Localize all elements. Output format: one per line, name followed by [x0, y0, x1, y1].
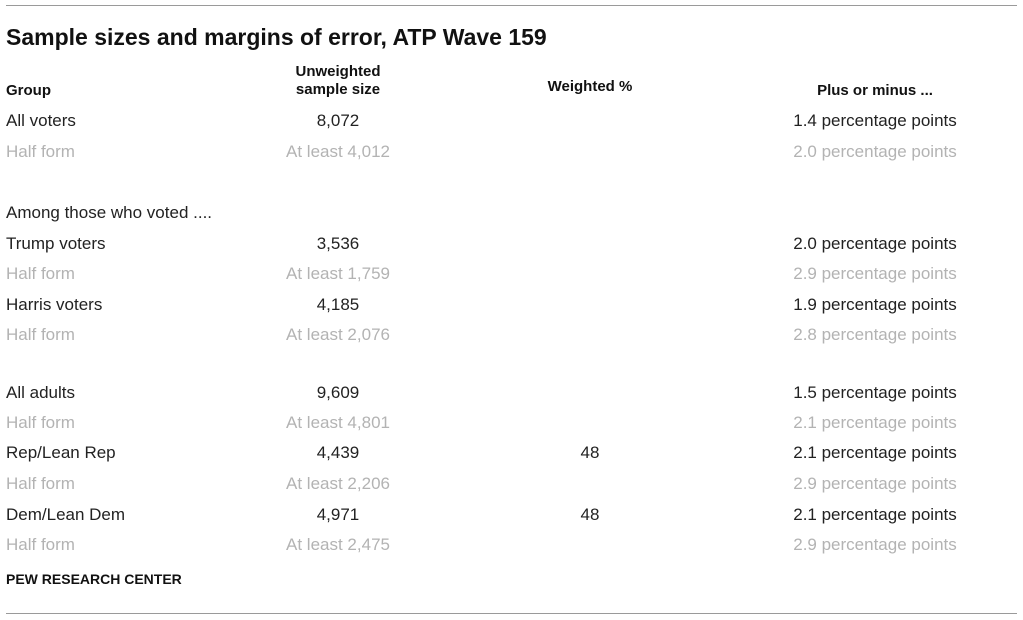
row-group: All adults	[6, 383, 75, 402]
row-sample-size: At least 2,206	[286, 474, 390, 493]
header-unweighted-sample-size: Unweighted sample size	[238, 63, 438, 99]
row-sample-size: 8,072	[316, 111, 360, 130]
row-margin-of-error: 2.0 percentage points	[793, 142, 957, 161]
row-sample-size: 4,185	[316, 295, 360, 314]
row-sample-size: At least 2,076	[286, 325, 390, 344]
row-group: Half form	[6, 413, 75, 432]
bottom-rule	[6, 613, 1017, 614]
row-group: Trump voters	[6, 234, 106, 253]
table-row-half-form: Half form At least 4,801 2.1 percentage …	[0, 412, 1023, 434]
row-group: Half form	[6, 535, 75, 554]
row-margin-of-error: 1.4 percentage points	[793, 111, 957, 130]
row-margin-of-error: 2.0 percentage points	[793, 234, 957, 253]
row-weighted: 48	[580, 505, 600, 524]
table-row: Dem/Lean Dem 4,971 48 2.1 percentage poi…	[0, 504, 1023, 526]
row-sample-size: At least 4,801	[286, 413, 390, 432]
row-group: Half form	[6, 474, 75, 493]
row-group: Dem/Lean Dem	[6, 505, 126, 524]
top-rule	[6, 5, 1017, 6]
row-group: Half form	[6, 264, 75, 283]
row-group: All voters	[6, 111, 76, 130]
table-row: Harris voters 4,185 1.9 percentage point…	[0, 294, 1023, 316]
row-weighted: 48	[580, 443, 600, 462]
row-group: Harris voters	[6, 295, 103, 314]
row-sample-size: 4,439	[316, 443, 360, 462]
table-row: Rep/Lean Rep 4,439 48 2.1 percentage poi…	[0, 442, 1023, 464]
row-margin-of-error: 2.9 percentage points	[793, 474, 957, 493]
table-row-half-form: Half form At least 4,012 2.0 percentage …	[0, 141, 1023, 163]
row-group: Half form	[6, 325, 75, 344]
header-unweighted-line1: Unweighted	[295, 63, 381, 80]
table-row: All voters 8,072 1.4 percentage points	[0, 110, 1023, 132]
row-sample-size: 4,971	[316, 505, 360, 524]
page-title: Sample sizes and margins of error, ATP W…	[6, 24, 547, 50]
row-margin-of-error: 2.9 percentage points	[793, 264, 957, 283]
row-margin-of-error: 2.9 percentage points	[793, 535, 957, 554]
row-sample-size: At least 2,475	[286, 535, 390, 554]
table-row-half-form: Half form At least 2,206 2.9 percentage …	[0, 473, 1023, 495]
header-unweighted-line2: sample size	[295, 81, 381, 98]
table-row-half-form: Half form At least 2,076 2.8 percentage …	[0, 324, 1023, 346]
row-margin-of-error: 1.9 percentage points	[793, 295, 957, 314]
row-group: Among those who voted ....	[6, 203, 213, 222]
row-group: Rep/Lean Rep	[6, 443, 116, 462]
header-group: Group	[6, 82, 51, 99]
row-margin-of-error: 2.1 percentage points	[793, 443, 957, 462]
row-margin-of-error: 2.1 percentage points	[793, 413, 957, 432]
row-group: Half form	[6, 142, 75, 161]
row-sample-size: At least 1,759	[286, 264, 390, 283]
row-sample-size: 9,609	[316, 383, 360, 402]
row-sample-size: At least 4,012	[286, 142, 390, 161]
header-weighted-percent: Weighted %	[547, 78, 633, 95]
table-row: Trump voters 3,536 2.0 percentage points	[0, 233, 1023, 255]
source-credit: PEW RESEARCH CENTER	[6, 571, 182, 587]
table-row-half-form: Half form At least 2,475 2.9 percentage …	[0, 534, 1023, 556]
table-row: All adults 9,609 1.5 percentage points	[0, 382, 1023, 404]
header-margin-of-error: Plus or minus ...	[817, 82, 933, 99]
row-sample-size: 3,536	[316, 234, 360, 253]
row-margin-of-error: 2.1 percentage points	[793, 505, 957, 524]
section-heading: Among those who voted ....	[0, 202, 1023, 224]
row-margin-of-error: 2.8 percentage points	[793, 325, 957, 344]
table-row-half-form: Half form At least 1,759 2.9 percentage …	[0, 263, 1023, 285]
row-margin-of-error: 1.5 percentage points	[793, 383, 957, 402]
